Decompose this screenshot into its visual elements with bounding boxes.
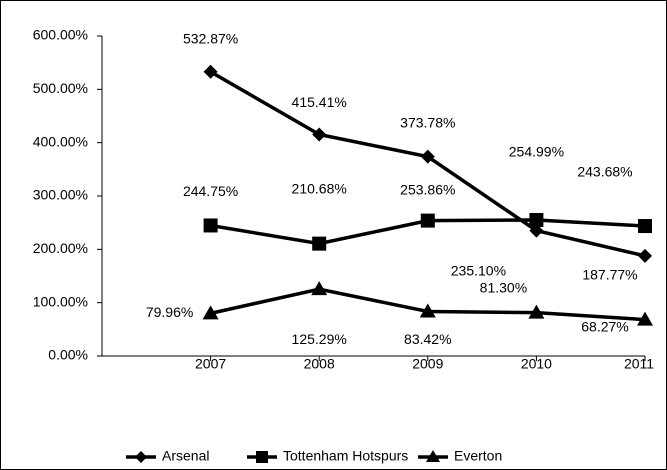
legend-label: Everton [454,448,502,464]
x-tick-label: 2009 [412,356,443,372]
marker-diamond [203,64,218,79]
x-tick-label: 2007 [195,356,226,372]
data-label: 83.42% [404,331,451,347]
data-label: 415.41% [292,94,347,110]
data-label: 244.75% [183,183,238,199]
marker-triangle [419,303,436,318]
data-label: 81.30% [480,279,527,295]
data-label: 210.68% [292,180,347,196]
marker-triangle [202,305,219,320]
y-tick-label: 300.00% [33,187,88,203]
data-label: 254.99% [509,144,564,160]
marker-diamond [638,248,652,263]
marker-diamond [135,451,147,463]
data-label: 68.27% [581,318,628,334]
y-tick-label: 100.00% [33,293,88,309]
marker-square [312,236,327,251]
marker-square [203,218,218,233]
x-tick-label: 2008 [304,356,335,372]
marker-triangle [528,304,545,319]
data-label: 373.78% [400,114,455,130]
x-tick-label: 2011 [624,356,654,372]
x-tick-label: 2010 [521,356,552,372]
marker-square [420,213,435,228]
y-tick-label: 200.00% [33,240,88,256]
marker-diamond [420,149,435,164]
marker-diamond [529,223,544,238]
data-label: 187.77% [582,267,637,283]
marker-triangle [311,281,328,296]
legend-label: Tottenham Hotspurs [283,448,408,464]
marker-triangle [426,450,440,462]
legend-label: Arsenal [162,448,209,464]
marker-square [256,451,268,463]
data-label: 532.87% [183,31,238,47]
data-label: 79.96% [146,304,193,320]
y-tick-label: 0.00% [48,347,88,363]
marker-diamond [312,127,327,142]
y-tick-label: 600.00% [33,27,88,43]
data-label: 243.68% [577,164,632,180]
data-label: 125.29% [292,331,347,347]
data-label: 253.86% [400,181,455,197]
data-label: 235.10% [451,262,506,278]
marker-square [638,219,652,234]
y-tick-label: 500.00% [33,80,88,96]
marker-triangle [637,311,653,326]
marker-square [529,213,544,228]
y-tick-label: 400.00% [33,133,88,149]
